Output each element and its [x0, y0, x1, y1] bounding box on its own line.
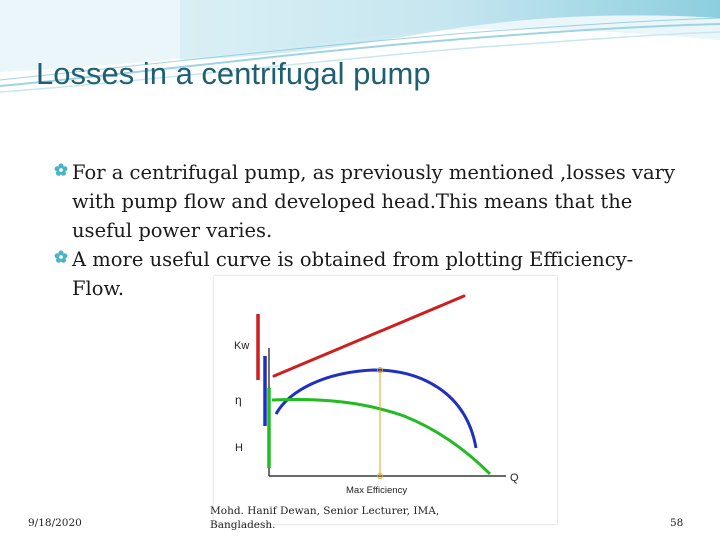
header-wave-decoration	[0, 0, 720, 93]
head-curve	[271, 398, 492, 476]
flower-bullet-icon	[54, 163, 68, 176]
kw-label: Kw	[234, 340, 249, 352]
h-label: H	[235, 442, 243, 454]
footer-date: 9/18/2020	[28, 517, 82, 529]
bullet-text: A more useful curve is obtained from plo…	[72, 248, 634, 300]
page-number: 58	[670, 517, 684, 529]
pump-curve-figure: Kw η H Q Max Efficiency	[214, 276, 557, 524]
bullet-item: For a centrifugal pump, as previously me…	[52, 158, 682, 245]
bullet-item: A more useful curve is obtained from plo…	[52, 245, 682, 303]
footer-author: Mohd. Hanif Dewan, Senior Lecturer, IMA,…	[210, 504, 470, 532]
bullet-text: For a centrifugal pump, as previously me…	[72, 161, 675, 242]
max-efficiency-point	[377, 367, 383, 373]
footer-author-line: Bangladesh.	[210, 519, 276, 531]
footer-author-line: Mohd. Hanif Dewan, Senior Lecturer, IMA,	[210, 505, 440, 517]
q-label: Q	[510, 472, 519, 484]
max-efficiency-label: Max Efficiency	[346, 485, 407, 496]
efficiency-curve	[274, 368, 478, 449]
max-efficiency-foot	[377, 473, 383, 479]
bullet-list: For a centrifugal pump, as previously me…	[52, 158, 682, 303]
power-curve	[272, 294, 466, 378]
slide-title: Losses in a centrifugal pump	[36, 56, 431, 91]
pump-curve-diagram: Kw η H Q Max Efficiency	[234, 294, 519, 496]
eta-label: η	[235, 393, 242, 407]
flower-bullet-icon	[54, 250, 68, 263]
